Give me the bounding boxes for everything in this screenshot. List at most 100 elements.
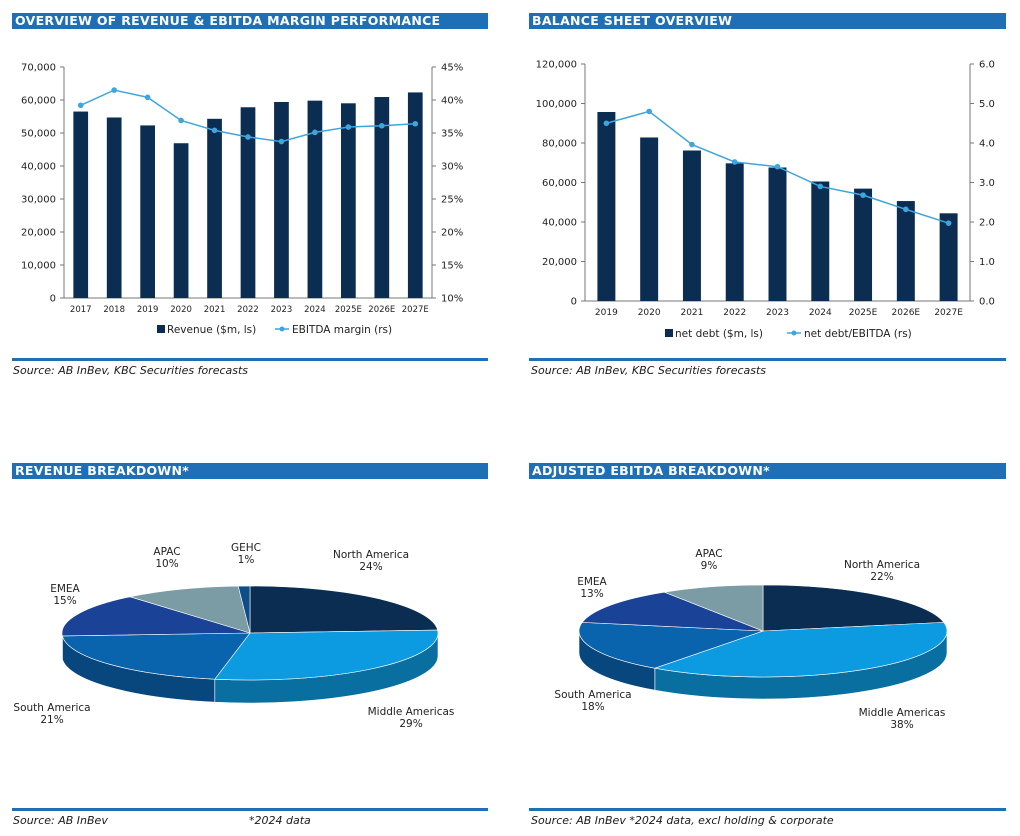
- x-tick-label: 2025E: [335, 305, 362, 315]
- x-tick-label: 2021: [680, 308, 703, 318]
- legend-swatch-marker: [791, 330, 797, 336]
- pie-slice-label: North America: [844, 559, 920, 571]
- panel-divider: [529, 808, 1006, 811]
- ebitda-breakdown-panel-title: ADJUSTED EBITDA BREAKDOWN*: [529, 463, 1006, 479]
- balance-sheet-panel-title: BALANCE SHEET OVERVIEW: [529, 13, 1006, 29]
- bar: [140, 125, 155, 298]
- line-point: [817, 183, 824, 190]
- pie-slice-value: 13%: [580, 588, 603, 600]
- legend-swatch-bar: [665, 329, 673, 337]
- revenue-breakdown-panel-title: REVENUE BREAKDOWN*: [12, 463, 488, 479]
- right-tick-label: 20%: [441, 228, 463, 239]
- bar: [240, 107, 256, 298]
- line-point: [945, 220, 952, 226]
- panel-divider: [12, 808, 488, 811]
- pie-slice-label: APAC: [695, 548, 722, 560]
- line-point: [379, 122, 385, 129]
- line-point: [903, 206, 909, 213]
- left-tick-label: 10,000: [21, 261, 56, 272]
- x-tick-label: 2020: [170, 305, 192, 315]
- source-note: Source: AB InBev, KBC Securities forecas…: [13, 364, 249, 377]
- line-point: [178, 117, 184, 124]
- legend-label: net debt/EBITDA (rs): [804, 328, 912, 340]
- line-point: [77, 102, 84, 109]
- pie-slice-value: 9%: [701, 560, 718, 572]
- x-tick-label: 2018: [103, 305, 125, 315]
- x-tick-label: 2027E: [402, 305, 429, 315]
- pie-slice: [653, 622, 948, 678]
- left-tick-label: 30,000: [21, 195, 56, 206]
- line-point: [860, 192, 866, 198]
- bar: [407, 92, 423, 298]
- pie-slice: [663, 584, 764, 632]
- right-tick-label: 1.0: [979, 257, 995, 268]
- bar: [307, 100, 323, 298]
- right-tick-label: 25%: [441, 195, 463, 206]
- left-tick-label: 60,000: [542, 178, 577, 189]
- line-point: [111, 87, 117, 93]
- left-tick-label: 0: [50, 294, 56, 305]
- legend-swatch-bar: [157, 325, 165, 333]
- pie-slice-label: North America: [333, 549, 409, 561]
- bar: [896, 201, 915, 301]
- source-note: Source: AB InBev, KBC Securities forecas…: [531, 364, 767, 377]
- bar: [106, 117, 122, 299]
- bar: [682, 150, 701, 301]
- left-tick-label: 40,000: [542, 218, 577, 229]
- left-tick-label: 20,000: [21, 228, 56, 239]
- line-point: [774, 163, 781, 170]
- bar: [811, 181, 830, 301]
- pie-slice-value: 21%: [40, 714, 63, 726]
- left-tick-label: 60,000: [21, 96, 56, 107]
- x-tick-label: 2026E: [368, 305, 395, 315]
- bar: [939, 213, 958, 301]
- line-point: [245, 134, 251, 140]
- pie-slice: [578, 622, 764, 669]
- legend-label: Revenue ($m, ls): [167, 324, 256, 336]
- pie-slice: [214, 629, 439, 681]
- pie-slice-label: GEHC: [231, 542, 261, 554]
- pie-slice-value: 1%: [238, 554, 255, 566]
- legend-label: EBITDA margin (rs): [292, 324, 392, 336]
- pie-slice-label: Middle Americas: [859, 707, 946, 719]
- balance-sheet-chart: 0 20,000 40,000 60,000 80,000 100,000 120,000 0…: [536, 60, 995, 341]
- line-point: [731, 159, 738, 165]
- left-tick-label: 70,000: [21, 63, 56, 74]
- pie-slice-value: 18%: [581, 701, 604, 713]
- revenue-ebitda-chart: 0 10,000 20,000 30,000 40,000 50,000 60,000 70,…: [21, 63, 463, 337]
- pie-slice: [61, 596, 251, 637]
- source-note: Source: AB InBev: [13, 814, 108, 827]
- right-tick-label: 15%: [441, 261, 463, 272]
- pie-slice-value: 38%: [890, 719, 913, 731]
- bar: [73, 111, 89, 298]
- right-tick-label: 3.0: [979, 178, 995, 189]
- line-point: [603, 120, 610, 127]
- right-tick-label: 0.0: [979, 297, 995, 308]
- pie-slice: [249, 585, 439, 634]
- panel-divider: [12, 358, 488, 361]
- bar: [597, 111, 616, 302]
- right-tick-label: 5.0: [979, 99, 995, 110]
- x-tick-label: 2027E: [934, 308, 963, 318]
- pie-slice-value: 22%: [870, 571, 893, 583]
- legend-swatch-marker: [279, 326, 285, 332]
- bar: [640, 137, 659, 301]
- left-tick-label: 50,000: [21, 129, 56, 140]
- left-tick-label: 20,000: [542, 257, 577, 268]
- line-point: [144, 94, 151, 101]
- bar: [274, 101, 289, 298]
- pie-slice-label: South America: [13, 702, 90, 714]
- pie-slice-label: South America: [554, 689, 631, 701]
- bar: [341, 103, 356, 298]
- pie-slice-label: EMEA: [577, 576, 607, 588]
- pie-slice-value: 15%: [53, 595, 76, 607]
- x-tick-label: 2023: [271, 305, 293, 315]
- x-tick-label: 2020: [638, 308, 661, 318]
- bar: [173, 143, 189, 298]
- x-tick-label: 2019: [137, 305, 159, 315]
- right-tick-label: 10%: [441, 294, 463, 305]
- bar: [207, 118, 222, 298]
- x-tick-label: 2019: [595, 308, 618, 318]
- x-tick-label: 2021: [204, 305, 226, 315]
- line-point: [345, 124, 352, 130]
